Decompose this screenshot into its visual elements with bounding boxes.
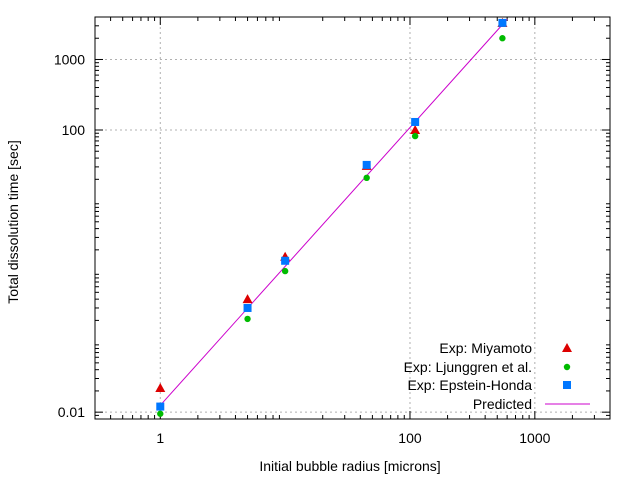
y-tick-labels: 0.01 100 1000 <box>54 51 85 420</box>
legend-label: Exp: Miyamoto <box>439 340 532 356</box>
legend-marker <box>563 363 571 371</box>
epstein-honda-point <box>411 117 420 126</box>
plot-frame <box>94 16 611 420</box>
ljunggren-point <box>244 315 251 323</box>
legend-label: Predicted <box>473 396 532 412</box>
ljunggren-point <box>363 174 370 182</box>
x-tick-label: 1000 <box>519 430 550 446</box>
legend-label: Exp: Ljunggren et al. <box>404 359 532 375</box>
y-tick-label: 1000 <box>54 51 85 67</box>
miyamoto-point <box>242 294 253 304</box>
epstein-honda-point <box>281 256 290 265</box>
x-tick-labels: 1 100 1000 <box>156 430 550 446</box>
legend-marker <box>562 343 572 352</box>
predicted-line <box>159 19 508 406</box>
miyamoto-point <box>155 383 166 393</box>
ljunggren-point <box>281 267 289 275</box>
miyamoto-point <box>410 125 421 135</box>
x-tick-label: 1 <box>156 430 164 446</box>
y-tick-label: 100 <box>62 122 86 138</box>
legend-label: Exp: Epstein-Honda <box>407 377 532 393</box>
data-series <box>155 17 508 417</box>
x-axis-label: Initial bubble radius [microns] <box>259 458 440 474</box>
y-axis-label: Total dissolution time [sec] <box>5 140 21 303</box>
epstein-honda-point <box>362 160 371 169</box>
legend: Exp: Miyamoto Exp: Ljunggren et al. Exp: E… <box>404 340 590 412</box>
y-tick-label: 0.01 <box>58 404 85 420</box>
grid-lines <box>95 17 610 419</box>
ljunggren-point <box>157 410 164 417</box>
epstein-honda-point <box>243 303 252 312</box>
ljunggren-point <box>411 132 419 140</box>
epstein-honda-point <box>156 402 165 411</box>
legend-marker <box>563 381 571 389</box>
x-tick-label: 100 <box>398 430 422 446</box>
axis-ticks <box>94 17 610 419</box>
ljunggren-point <box>499 35 506 42</box>
epstein-honda-point <box>498 18 507 27</box>
